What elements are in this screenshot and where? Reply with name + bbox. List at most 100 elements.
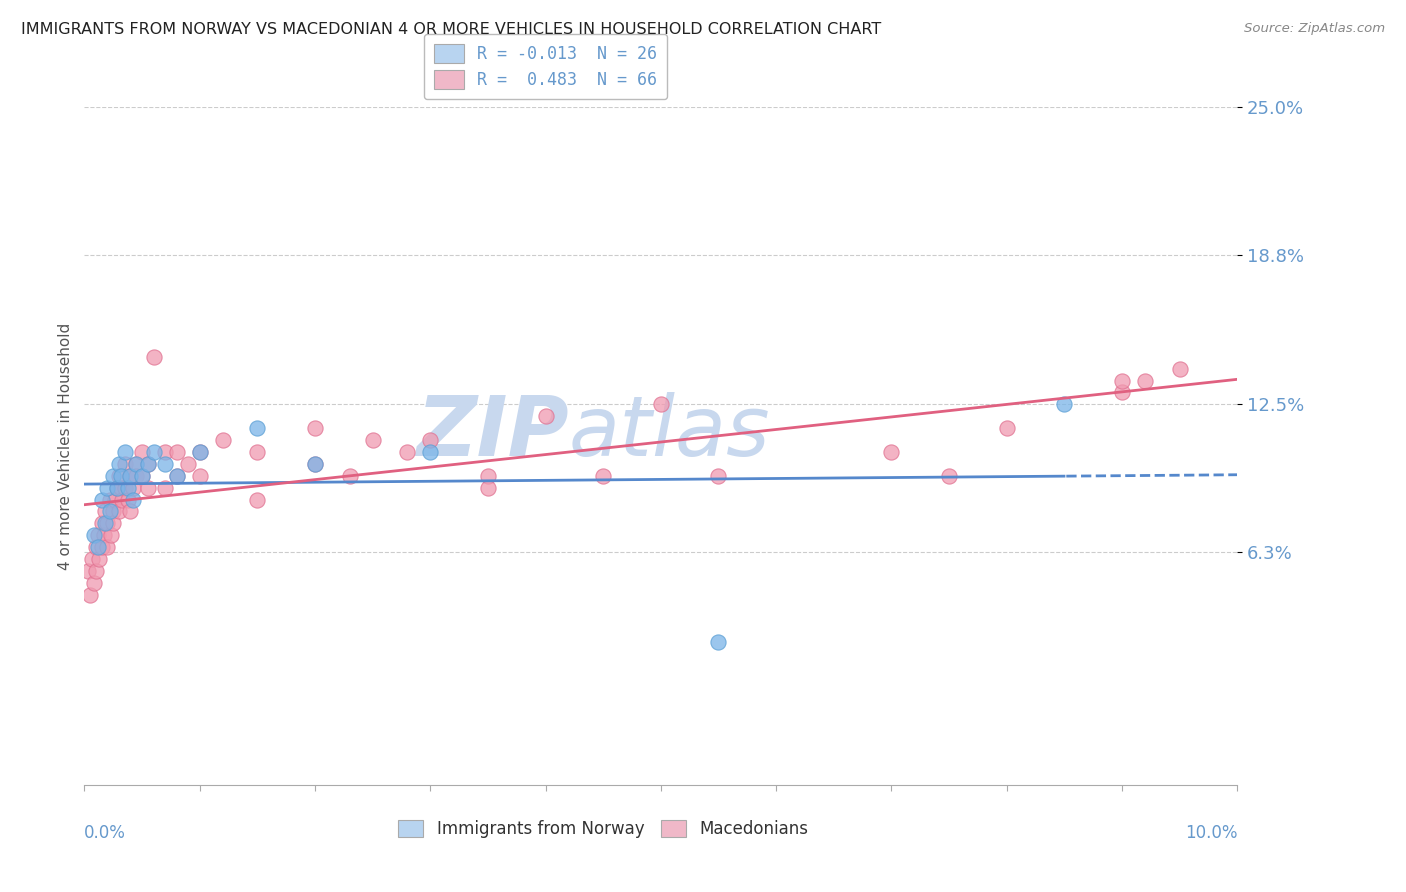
Point <box>592 468 614 483</box>
Point <box>105 481 128 495</box>
Point <box>188 445 211 459</box>
Point <box>90 516 112 531</box>
Point <box>103 516 124 531</box>
Point <box>125 468 148 483</box>
Text: ZIP: ZIP <box>416 392 568 473</box>
Point <box>153 445 176 459</box>
Point <box>995 421 1018 435</box>
Point <box>166 468 188 483</box>
Point <box>131 468 153 483</box>
Text: 10.0%: 10.0% <box>1185 824 1237 842</box>
Text: 0.0%: 0.0% <box>84 824 127 842</box>
Point <box>120 468 142 483</box>
Point <box>110 468 132 483</box>
Point <box>108 468 131 483</box>
Point <box>96 540 118 554</box>
Point <box>120 468 142 483</box>
Point <box>89 552 111 566</box>
Point <box>1168 361 1191 376</box>
Point <box>339 468 361 483</box>
Point <box>650 397 672 411</box>
Point <box>117 481 139 495</box>
Point <box>87 540 110 554</box>
Point <box>96 516 118 531</box>
Point <box>104 492 127 507</box>
Point <box>396 445 419 459</box>
Point <box>1111 385 1133 400</box>
Point <box>153 481 176 495</box>
Point <box>121 481 143 495</box>
Point <box>142 445 165 459</box>
Point <box>114 457 136 471</box>
Point <box>1053 397 1076 411</box>
Text: IMMIGRANTS FROM NORWAY VS MACEDONIAN 4 OR MORE VEHICLES IN HOUSEHOLD CORRELATION: IMMIGRANTS FROM NORWAY VS MACEDONIAN 4 O… <box>21 22 882 37</box>
Point <box>84 564 107 578</box>
Point <box>477 468 499 483</box>
Point <box>1133 374 1156 388</box>
Point <box>707 635 730 649</box>
Point <box>76 564 98 578</box>
Point <box>136 457 159 471</box>
Point <box>82 552 104 566</box>
Point <box>136 481 159 495</box>
Point <box>177 457 200 471</box>
Point <box>100 528 122 542</box>
Point <box>114 481 136 495</box>
Point <box>166 468 188 483</box>
Point <box>131 445 153 459</box>
Point <box>142 350 165 364</box>
Point <box>98 504 121 518</box>
Point <box>84 540 107 554</box>
Point <box>304 457 326 471</box>
Point <box>94 516 117 531</box>
Point <box>87 528 110 542</box>
Point <box>304 457 326 471</box>
Point <box>111 492 134 507</box>
Point <box>79 588 101 602</box>
Point <box>246 492 269 507</box>
Point <box>246 445 269 459</box>
Point <box>153 457 176 471</box>
Point <box>108 457 131 471</box>
Y-axis label: 4 or more Vehicles in Household: 4 or more Vehicles in Household <box>58 322 73 570</box>
Point <box>707 468 730 483</box>
Point <box>90 540 112 554</box>
Point <box>131 468 153 483</box>
Point <box>1111 374 1133 388</box>
Point <box>880 445 903 459</box>
Point <box>83 528 105 542</box>
Point <box>93 528 115 542</box>
Point <box>419 445 441 459</box>
Point <box>361 433 384 447</box>
Point <box>166 445 188 459</box>
Point <box>103 504 124 518</box>
Point <box>125 457 148 471</box>
Point <box>938 468 960 483</box>
Point <box>477 481 499 495</box>
Point <box>188 468 211 483</box>
Point <box>125 457 148 471</box>
Point <box>121 492 143 507</box>
Text: Source: ZipAtlas.com: Source: ZipAtlas.com <box>1244 22 1385 36</box>
Point <box>105 481 128 495</box>
Point <box>419 433 441 447</box>
Point <box>136 457 159 471</box>
Point <box>188 445 211 459</box>
Point <box>90 492 112 507</box>
Point <box>108 504 131 518</box>
Point <box>211 433 233 447</box>
Point <box>96 481 118 495</box>
Point <box>83 575 105 590</box>
Point <box>120 504 142 518</box>
Point <box>114 445 136 459</box>
Text: atlas: atlas <box>568 392 770 473</box>
Legend: Immigrants from Norway, Macedonians: Immigrants from Norway, Macedonians <box>391 813 815 845</box>
Point <box>94 504 117 518</box>
Point <box>103 468 124 483</box>
Point <box>117 492 139 507</box>
Point <box>304 421 326 435</box>
Point <box>534 409 557 424</box>
Point <box>110 481 132 495</box>
Point <box>246 421 269 435</box>
Point <box>98 492 121 507</box>
